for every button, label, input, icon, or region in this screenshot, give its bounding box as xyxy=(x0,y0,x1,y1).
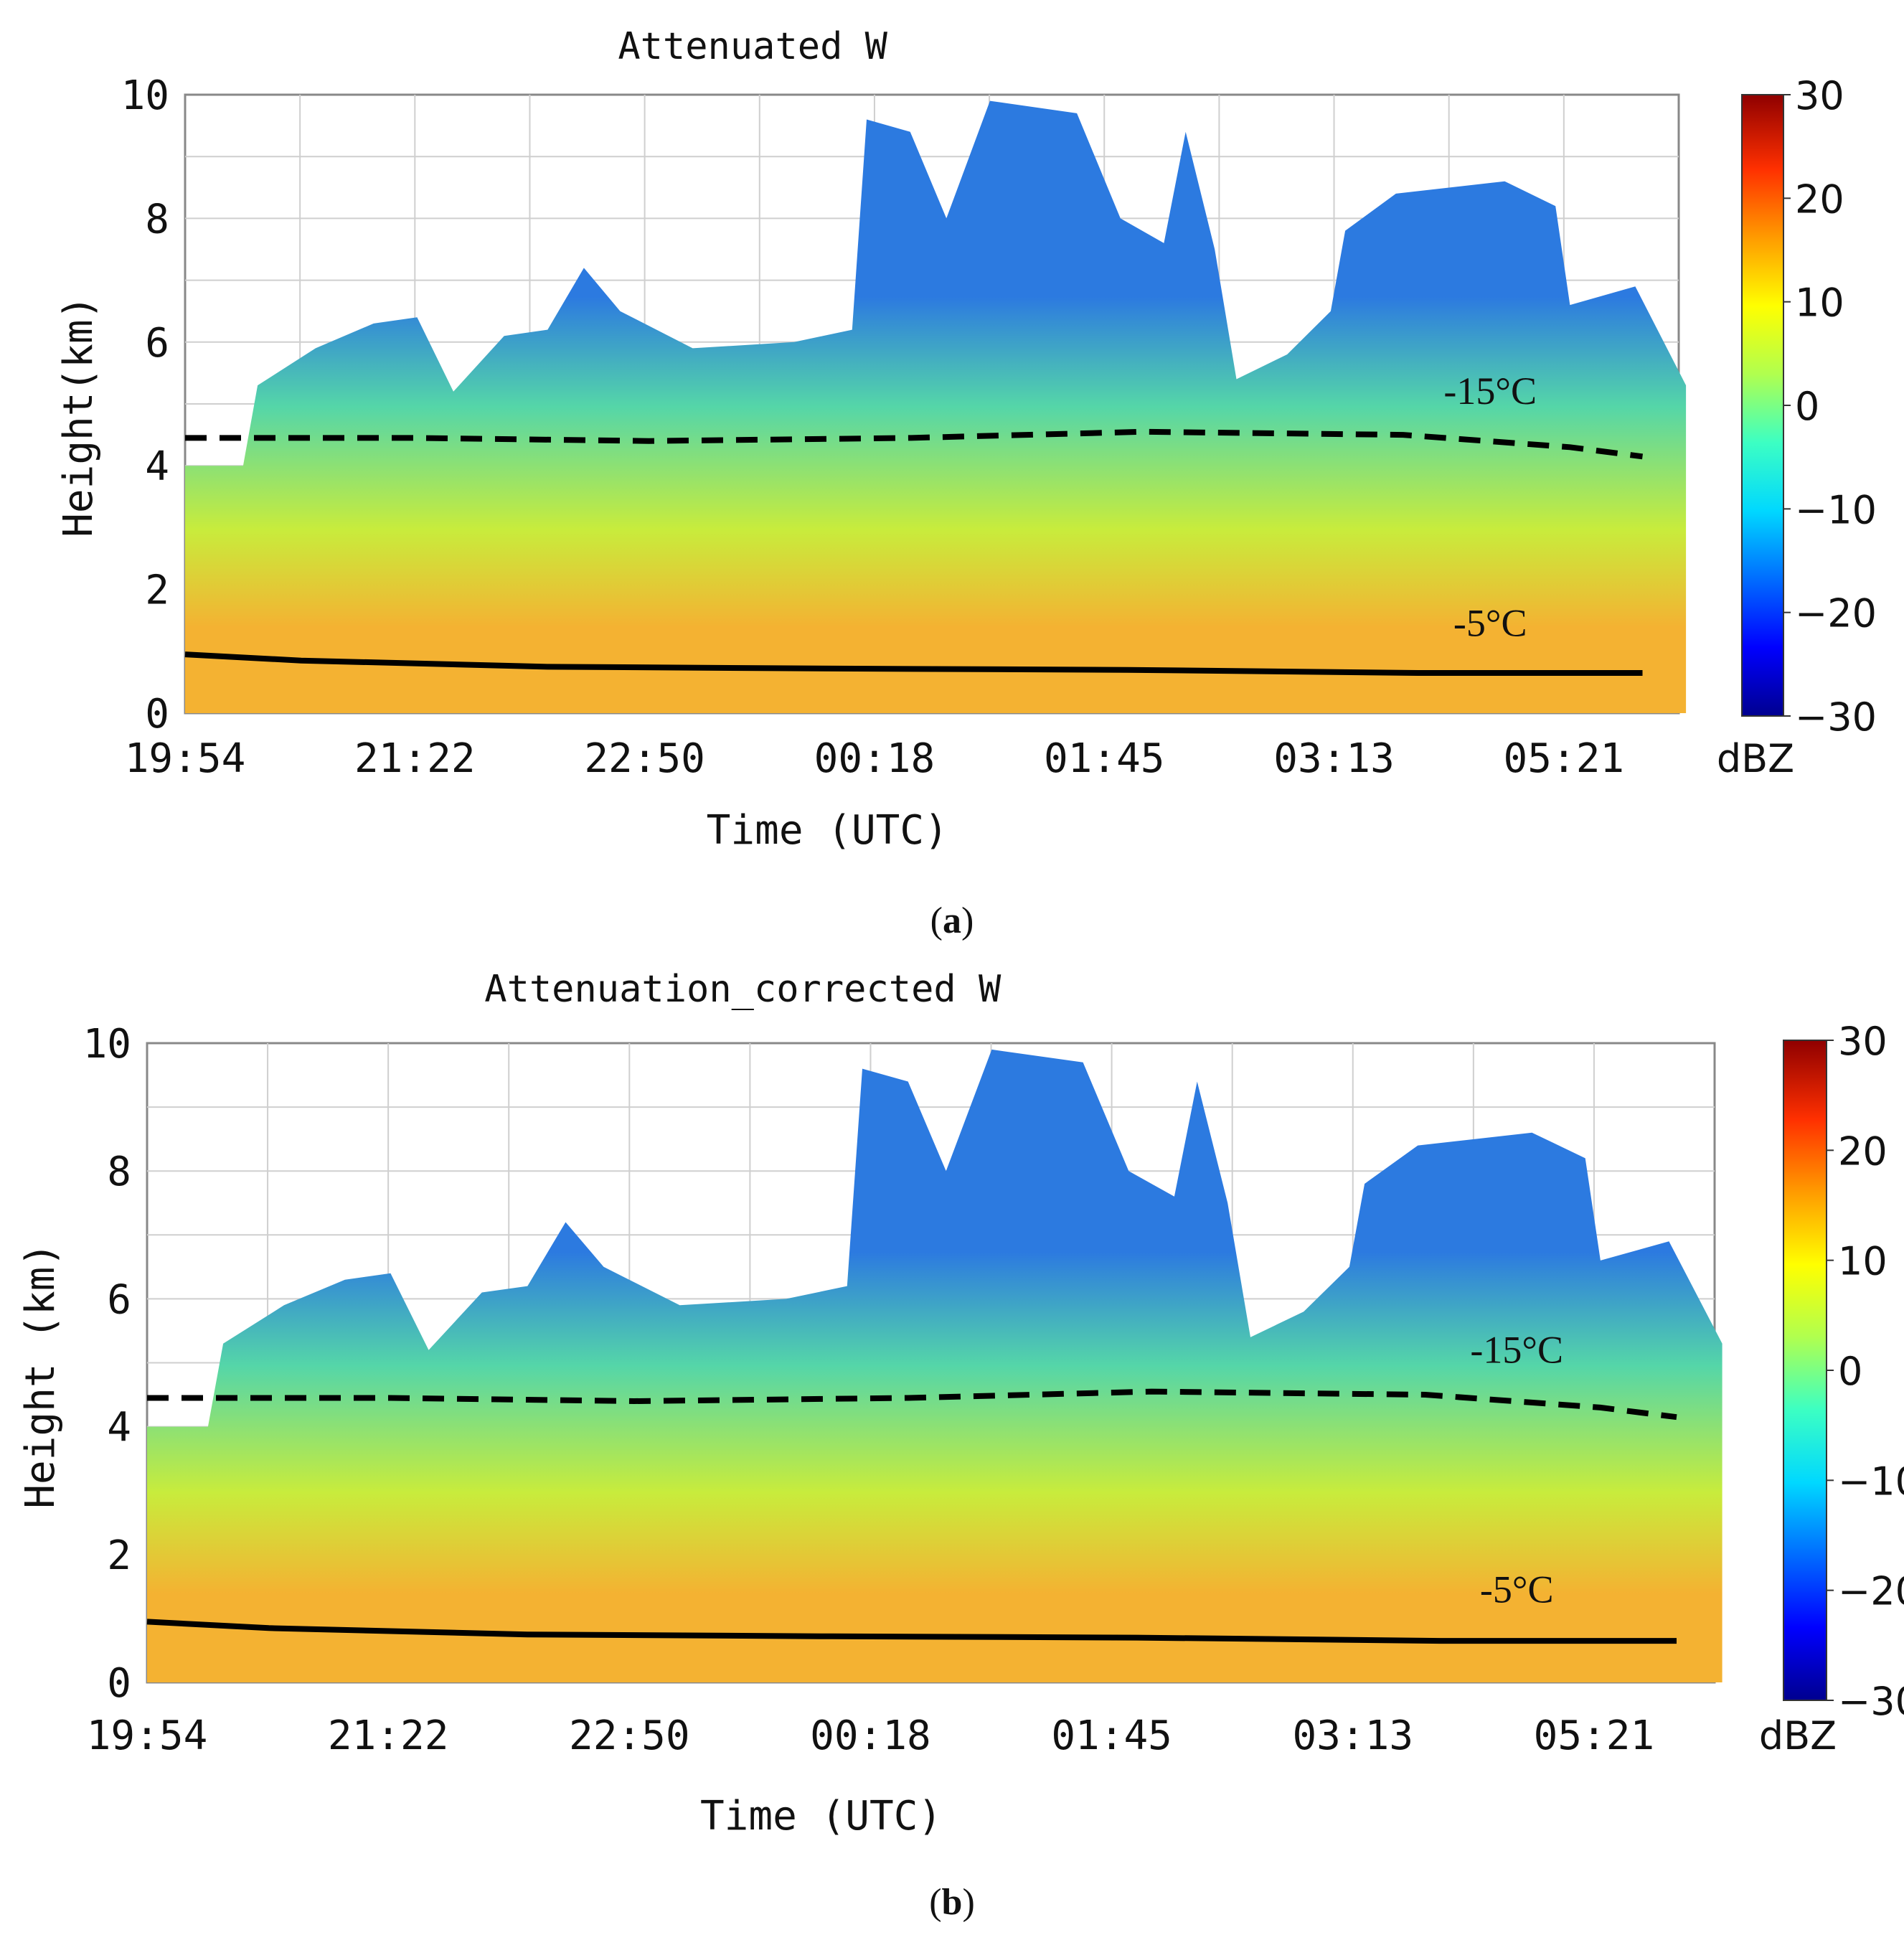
panel-a-colorbar-tick-label: 30 xyxy=(1795,73,1844,118)
panel-b-xtick-label: 03:13 xyxy=(1292,1713,1413,1759)
panel-b-colorbar-tick-label: 0 xyxy=(1838,1349,1862,1394)
panel-b-xtick-label: 05:21 xyxy=(1534,1713,1655,1759)
panel-b-colorbar-tick-label: −20 xyxy=(1838,1569,1904,1614)
panel-a-xtick-label: 03:13 xyxy=(1273,735,1395,782)
panel-b-caption: (b) xyxy=(929,1882,975,1923)
panel-a-xtick-label: 22:50 xyxy=(584,735,705,782)
panel-b-xtick-label: 22:50 xyxy=(569,1713,690,1759)
panel-b-xtick-label: 01:45 xyxy=(1051,1713,1172,1759)
panel-b-colorbar-unit: dBZ xyxy=(1759,1713,1837,1758)
panel-b-reflectivity-field xyxy=(147,1049,1722,1682)
panel-b-title: Attenuation_corrected W xyxy=(484,968,1002,1011)
panel-a-colorbar-tick-label: −10 xyxy=(1795,487,1877,532)
panel-b-ylabel: Height (km) xyxy=(17,1243,64,1509)
panel-a-annotation-minus5: -5°C xyxy=(1453,601,1527,644)
panel-a-isotherm-minus15 xyxy=(185,428,1644,460)
panel-a-colorbar-unit: dBZ xyxy=(1717,736,1794,781)
panel-b-ytick-label: 8 xyxy=(107,1149,131,1195)
panel-b-colorbar-tick-label: 30 xyxy=(1838,1019,1887,1064)
panel-b-xtick-label: 19:54 xyxy=(87,1713,208,1759)
panel-a-colorbar-tick-label: −30 xyxy=(1795,694,1877,740)
panel-b-colorbar-tick-label: 20 xyxy=(1838,1129,1887,1174)
panel-a-xtick-label: 19:54 xyxy=(125,735,246,782)
panel-a-colorbar-tick-label: 10 xyxy=(1795,281,1844,326)
panel-a-colorbar-tick-label: −20 xyxy=(1795,591,1877,636)
panel-b-ytick-label: 4 xyxy=(107,1405,131,1451)
panel-b-xlabel: Time (UTC) xyxy=(700,1793,942,1840)
panel-b-annotation-minus15: -15°C xyxy=(1470,1329,1563,1372)
panel-b-xtick-label: 00:18 xyxy=(810,1713,931,1759)
panel-b-ytick-label: 10 xyxy=(83,1021,131,1068)
panel-a-title: Attenuated W xyxy=(618,25,887,68)
panel-a-ytick-label: 10 xyxy=(121,72,169,119)
panel-b-ytick-label: 2 xyxy=(107,1532,131,1579)
panel-b-annotation-minus5: -5°C xyxy=(1480,1568,1554,1611)
panel-a-xtick-label: 01:45 xyxy=(1044,735,1165,782)
panel-b-isotherm-minus15 xyxy=(147,1388,1677,1421)
panel-a-annotation-minus15: -15°C xyxy=(1443,369,1537,413)
panel-a: Attenuated W -15°C -5°C 0 2 4 6 8 10 19:54 21:22 22… xyxy=(55,25,1877,941)
panel-a-ytick-label: 8 xyxy=(145,196,169,242)
panel-a-ylabel: Height(km) xyxy=(55,296,102,537)
panel-a-caption: (a) xyxy=(930,900,974,941)
panel-a-colorbar xyxy=(1741,94,1784,717)
panel-a-isotherm-minus5 xyxy=(184,651,1643,676)
panel-b-colorbar xyxy=(1783,1040,1827,1701)
panel-a-colorbar-tick-label: 20 xyxy=(1795,176,1844,222)
panel-a-reflectivity-field xyxy=(185,100,1687,714)
panel-a-xlabel: Time (UTC) xyxy=(707,807,948,854)
panel-b-xtick-label: 21:22 xyxy=(328,1713,449,1759)
panel-a-ytick-label: 2 xyxy=(145,567,169,614)
panel-b-colorbar-tick-label: −10 xyxy=(1838,1459,1904,1504)
panel-a-xtick-label: 21:22 xyxy=(354,735,476,782)
panel-b: Attenuation_corrected W -15°C -5°C 0 2 4 6 8 10 1… xyxy=(17,968,1904,1923)
panel-a-colorbar-tick-label: 0 xyxy=(1795,384,1819,429)
panel-b-ytick-label: 0 xyxy=(107,1660,131,1707)
panel-a-xtick-label: 05:21 xyxy=(1504,735,1625,782)
panel-a-ytick-label: 0 xyxy=(145,691,169,738)
panel-a-ytick-label: 6 xyxy=(145,320,169,367)
panel-b-colorbar-tick-label: −30 xyxy=(1838,1679,1904,1724)
panel-b-isotherm-minus5 xyxy=(146,1619,1677,1644)
panel-a-xtick-label: 00:18 xyxy=(814,735,935,782)
panel-b-colorbar-tick-label: 10 xyxy=(1838,1239,1887,1284)
panel-b-ytick-label: 6 xyxy=(107,1276,131,1323)
panel-a-ytick-label: 4 xyxy=(145,443,169,490)
